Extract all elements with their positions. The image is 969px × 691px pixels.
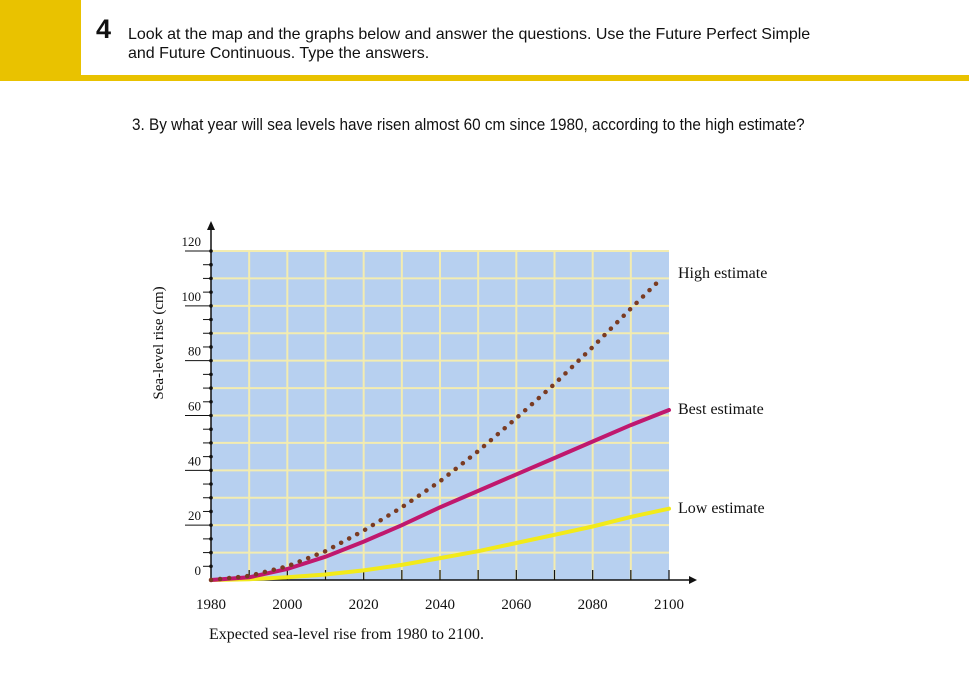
y-axis-tick-dot <box>209 413 213 418</box>
y-axis-tick-dot <box>209 386 213 390</box>
y-axis-tick-dot <box>209 482 213 486</box>
exercise-number-block <box>0 0 81 75</box>
y-axis-tick-dot <box>209 495 213 500</box>
y-axis-tick-dot <box>209 331 213 336</box>
y-axis-tick-dot <box>209 537 213 541</box>
series-label-high-estimate: High estimate <box>678 265 767 282</box>
x-axis-label: Expected sea-level rise from 1980 to 210… <box>209 626 484 643</box>
y-tick-label: 0 <box>195 563 202 578</box>
y-axis-tick-dot <box>209 441 213 445</box>
y-axis-tick-dot <box>209 262 213 267</box>
series-label-best-estimate: Best estimate <box>678 401 764 418</box>
y-axis-tick-dot <box>209 468 213 473</box>
y-axis-tick-dot <box>209 290 213 294</box>
x-tick-label: 2000 <box>272 597 302 613</box>
y-axis-arrow <box>207 221 215 230</box>
y-tick-label: 20 <box>188 508 201 523</box>
exercise-instruction: Look at the map and the graphs below and… <box>128 25 928 63</box>
header-divider <box>0 75 969 81</box>
series-line-best-estimate <box>209 408 671 582</box>
x-tick-label: 2040 <box>425 597 455 613</box>
series-line-low-estimate <box>209 506 671 582</box>
series-line-high-estimate <box>208 276 664 583</box>
x-axis-arrow <box>689 576 697 584</box>
y-tick-label: 120 <box>182 234 202 249</box>
x-tick-label: 2080 <box>578 597 608 613</box>
y-tick-label: 60 <box>188 399 201 414</box>
y-axis-tick-dot <box>209 523 213 527</box>
y-axis-label: Sea-level rise (cm) <box>151 286 167 399</box>
x-tick-label: 2100 <box>654 597 684 613</box>
y-axis-tick-dot <box>209 317 213 322</box>
y-axis-tick-dot <box>209 276 213 281</box>
y-axis-tick-dot <box>209 345 213 349</box>
x-tick-label: 2060 <box>501 597 531 613</box>
y-tick-label: 100 <box>182 289 202 304</box>
y-axis-tick-dot <box>209 358 213 363</box>
y-axis-tick-dot <box>209 372 213 377</box>
question-text: 3. By what year will sea levels have ris… <box>132 115 805 134</box>
exercise-number: 4 <box>96 14 112 44</box>
y-axis-tick-dot <box>209 249 213 253</box>
y-tick-label: 80 <box>188 344 201 359</box>
y-axis-tick-dot <box>209 509 213 514</box>
y-axis-tick-dot <box>209 454 213 459</box>
y-axis-tick-dot <box>209 304 213 308</box>
x-tick-label: 1980 <box>196 597 226 613</box>
y-axis-tick-dot <box>209 427 213 432</box>
y-axis-tick-dot <box>209 399 213 404</box>
y-axis-tick-dot <box>209 564 213 569</box>
instruction-line-1: Look at the map and the graphs below and… <box>128 26 811 43</box>
y-axis-tick-dot <box>209 550 213 555</box>
instruction-line-2: and Future Continuous. Type the answers. <box>128 45 430 62</box>
y-tick-label: 40 <box>188 453 201 468</box>
x-tick-label: 2020 <box>349 597 379 613</box>
series-label-low-estimate: Low estimate <box>678 500 765 517</box>
